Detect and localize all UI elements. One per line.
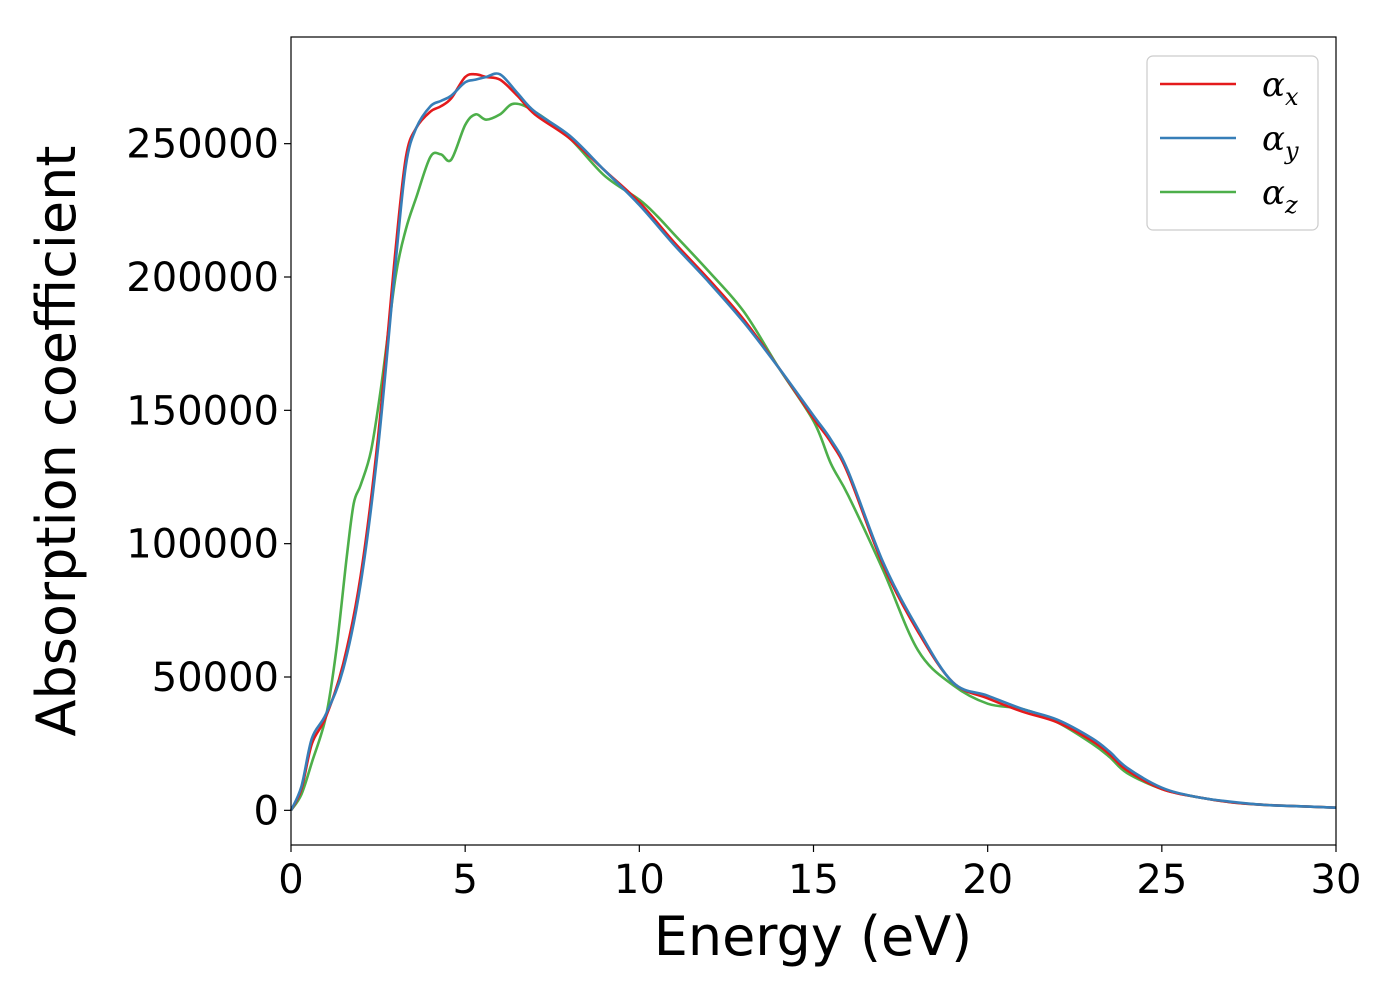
y-tick-label: 100000 [126, 522, 279, 568]
legend: αx αy αz [1146, 55, 1319, 231]
series-line-alpha-y [289, 72, 1337, 811]
x-tick-label: 5 [452, 857, 477, 903]
y-tick-label: 250000 [126, 122, 279, 168]
legend-label-alpha-z: αz [1262, 173, 1298, 219]
x-tick-label: 0 [278, 857, 303, 903]
y-tick-label: 0 [254, 788, 279, 834]
x-tick-label: 10 [614, 857, 665, 903]
x-tick-label: 25 [1136, 857, 1187, 903]
y-tick-label: 50000 [152, 655, 279, 701]
x-tick-label: 15 [788, 857, 839, 903]
legend-label-alpha-y: αy [1262, 119, 1299, 165]
x-axis-label: Energy (eV) [654, 905, 973, 968]
y-tick-label: 200000 [126, 255, 279, 301]
series-layer [289, 72, 1337, 812]
series-line-alpha-z [289, 102, 1337, 812]
y-axis-label: Absorption coefficient [25, 146, 88, 737]
ticks-layer: 0 5 10 15 20 25 30 0 50000 100000 150000 200000 2500… [126, 122, 1361, 903]
legend-label-alpha-x: αx [1262, 65, 1299, 111]
plot-frame [290, 36, 1337, 846]
x-tick-label: 20 [962, 857, 1013, 903]
x-tick-label: 30 [1311, 857, 1362, 903]
legend-frame [1146, 55, 1319, 231]
y-tick-label: 150000 [126, 388, 279, 434]
